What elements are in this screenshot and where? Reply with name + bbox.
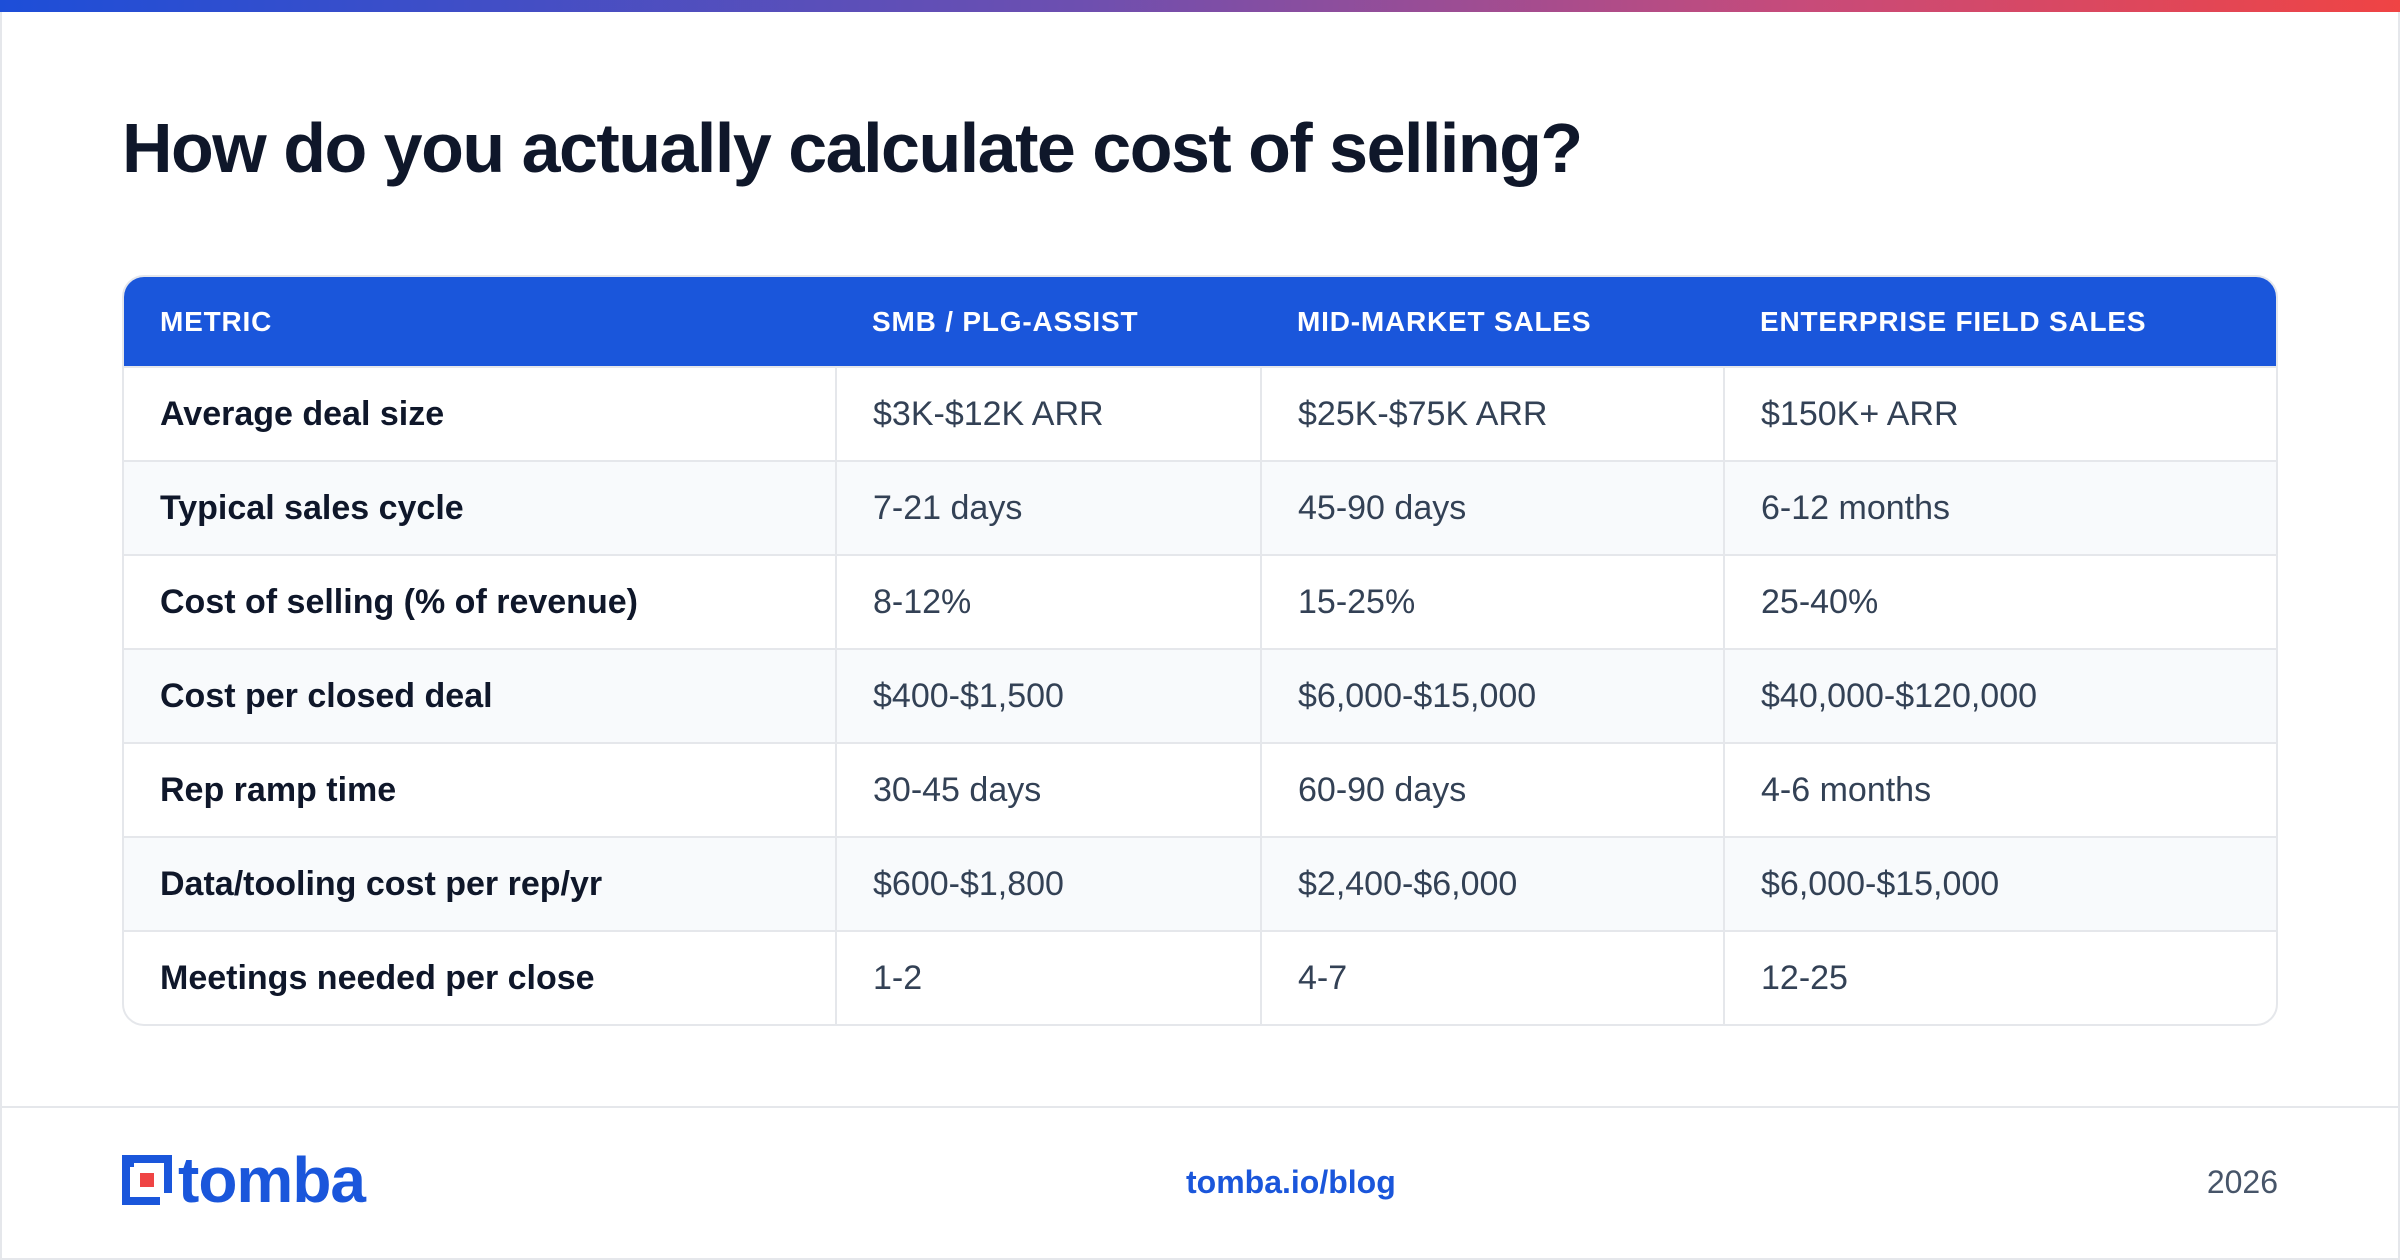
table-row: Typical sales cycle 7-21 days 45-90 days… <box>124 460 2276 555</box>
cell-enterprise: $150K+ ARR <box>1723 366 2276 461</box>
cell-enterprise: 25-40% <box>1723 554 2276 649</box>
comparison-table: METRIC SMB / PLG-ASSIST MID-MARKET SALES… <box>122 275 2278 1026</box>
cell-smb: 30-45 days <box>835 742 1261 837</box>
tomba-logo[interactable]: tomba <box>122 1148 366 1212</box>
top-gradient-bar <box>0 0 2400 12</box>
cell-mid-market: $2,400-$6,000 <box>1260 836 1724 931</box>
cell-enterprise: $6,000-$15,000 <box>1723 836 2276 931</box>
table-row: Meetings needed per close 1-2 4-7 12-25 <box>124 930 2276 1024</box>
footer-divider <box>0 1106 2400 1108</box>
cell-mid-market: 4-7 <box>1260 930 1724 1024</box>
cell-smb: 7-21 days <box>835 460 1261 555</box>
cell-enterprise: 12-25 <box>1723 930 2276 1024</box>
table-row: Cost per closed deal $400-$1,500 $6,000-… <box>124 648 2276 743</box>
cell-smb: $600-$1,800 <box>835 836 1261 931</box>
cell-mid-market: 60-90 days <box>1260 742 1724 837</box>
tomba-logo-icon <box>122 1155 172 1205</box>
table-row: Rep ramp time 30-45 days 60-90 days 4-6 … <box>124 742 2276 837</box>
header-metric: METRIC <box>160 305 273 337</box>
table-row: Data/tooling cost per rep/yr $600-$1,800… <box>124 836 2276 931</box>
table-row: Cost of selling (% of revenue) 8-12% 15-… <box>124 554 2276 649</box>
tomba-logo-text: tomba <box>178 1144 366 1216</box>
page-title: How do you actually calculate cost of se… <box>122 109 1583 187</box>
header-enterprise: ENTERPRISE FIELD SALES <box>1760 305 2147 337</box>
blog-link[interactable]: tomba.io/blog <box>1186 1164 1396 1200</box>
cell-enterprise: 6-12 months <box>1723 460 2276 555</box>
cell-enterprise: 4-6 months <box>1723 742 2276 837</box>
header-smb: SMB / PLG-ASSIST <box>872 305 1139 337</box>
footer-year: 2026 <box>2206 1164 2278 1200</box>
page-frame <box>0 12 2400 1260</box>
cell-smb: 8-12% <box>835 554 1261 649</box>
table-row: Average deal size $3K-$12K ARR $25K-$75K… <box>124 366 2276 461</box>
row-metric: Data/tooling cost per rep/yr <box>124 836 836 931</box>
row-metric: Typical sales cycle <box>124 460 836 555</box>
header-mid-market: MID-MARKET SALES <box>1297 305 1592 337</box>
cell-mid-market: $25K-$75K ARR <box>1260 366 1724 461</box>
cell-enterprise: $40,000-$120,000 <box>1723 648 2276 743</box>
table-header-row: METRIC SMB / PLG-ASSIST MID-MARKET SALES… <box>124 277 2276 367</box>
cell-smb: 1-2 <box>835 930 1261 1024</box>
cell-mid-market: 15-25% <box>1260 554 1724 649</box>
cell-smb: $400-$1,500 <box>835 648 1261 743</box>
cell-mid-market: $6,000-$15,000 <box>1260 648 1724 743</box>
row-metric: Average deal size <box>124 366 836 461</box>
row-metric: Cost per closed deal <box>124 648 836 743</box>
row-metric: Rep ramp time <box>124 742 836 837</box>
row-metric: Cost of selling (% of revenue) <box>124 554 836 649</box>
cell-mid-market: 45-90 days <box>1260 460 1724 555</box>
row-metric: Meetings needed per close <box>124 930 836 1024</box>
cell-smb: $3K-$12K ARR <box>835 366 1261 461</box>
